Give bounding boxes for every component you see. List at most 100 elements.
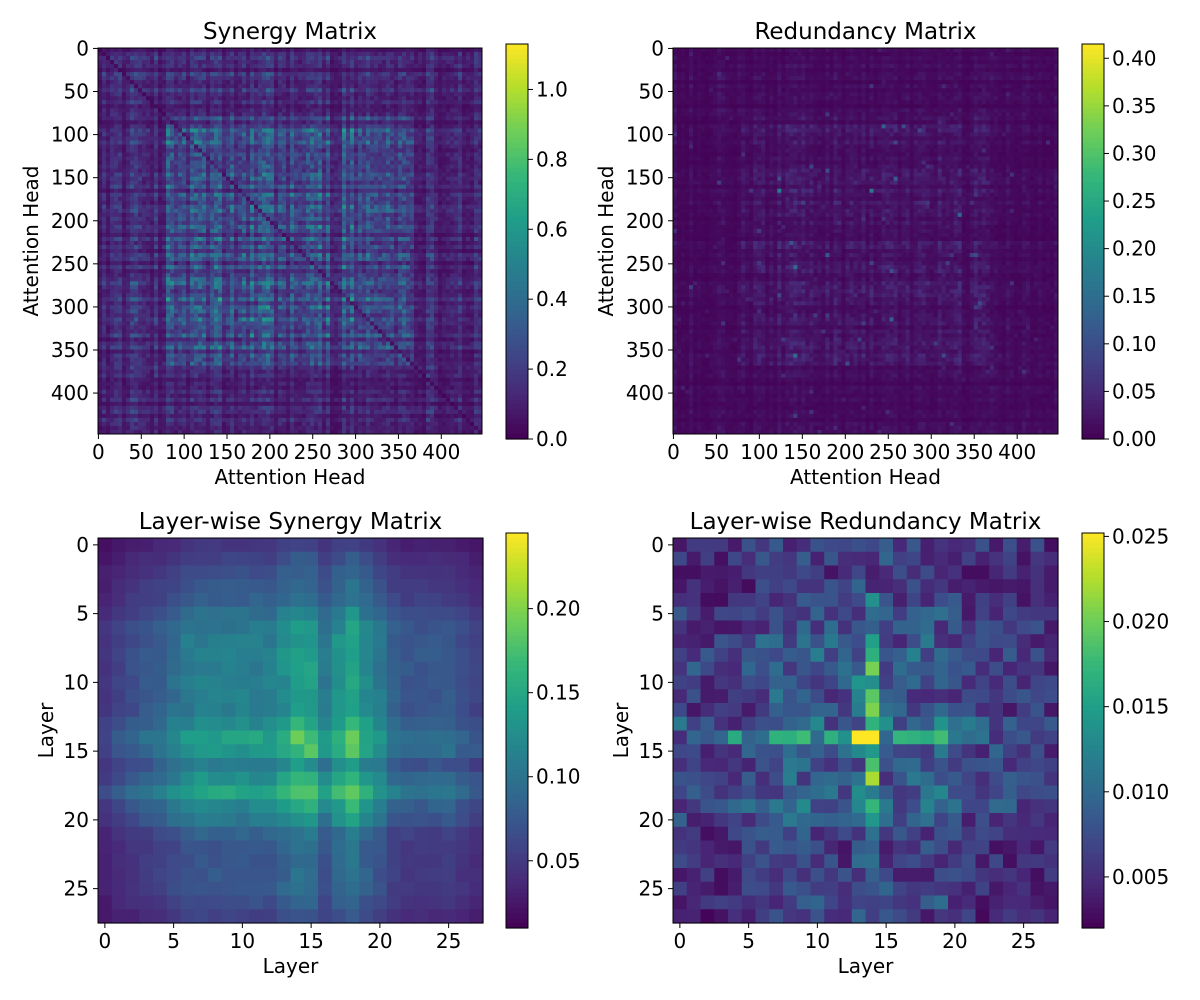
heatmap-cell — [326, 120, 331, 125]
heatmap-cell — [198, 92, 203, 97]
heatmap-cell — [186, 208, 191, 214]
heatmap-cell — [426, 60, 431, 65]
heatmap-cell — [310, 212, 315, 218]
heatmap-cell — [302, 196, 307, 202]
heatmap-cell — [438, 160, 443, 166]
heatmap-cell — [274, 228, 279, 234]
heatmap-cell — [290, 96, 295, 101]
heatmap-cell — [226, 116, 231, 121]
heatmap-cell — [250, 68, 255, 73]
heatmap-cell — [322, 76, 327, 81]
heatmap-cell — [114, 68, 119, 73]
heatmap-cell — [354, 52, 359, 57]
heatmap-cell — [238, 68, 243, 73]
heatmap-cell — [170, 168, 175, 174]
heatmap-cell — [478, 196, 483, 202]
heatmap-cell — [454, 148, 459, 154]
heatmap-cell — [242, 96, 247, 101]
heatmap-cell — [378, 52, 383, 57]
heatmap-cell — [406, 160, 411, 166]
heatmap-cell — [162, 116, 167, 121]
heatmap-cell — [150, 56, 155, 61]
heatmap-cell — [306, 100, 311, 105]
heatmap-cell — [102, 116, 107, 121]
heatmap-cell — [130, 52, 135, 57]
heatmap-cell — [138, 104, 143, 109]
heatmap-cell — [402, 136, 407, 141]
heatmap-cell — [430, 64, 435, 69]
heatmap-cell — [98, 136, 103, 141]
heatmap-cell — [218, 249, 223, 254]
heatmap-cell — [326, 253, 331, 258]
heatmap-cell — [150, 253, 155, 258]
heatmap-cell — [294, 132, 299, 137]
heatmap-cell — [158, 52, 163, 57]
heatmap-cell — [194, 88, 199, 93]
heatmap-cell — [326, 168, 331, 174]
heatmap-cell — [426, 220, 431, 226]
heatmap-cell — [390, 208, 395, 214]
heatmap-cell — [162, 200, 167, 206]
heatmap-cell — [186, 249, 191, 254]
heatmap-cell — [226, 241, 231, 246]
heatmap-cell — [314, 176, 319, 182]
heatmap-cell — [230, 160, 235, 166]
heatmap-cell — [286, 204, 291, 210]
heatmap-cell — [154, 176, 159, 182]
heatmap-cell — [158, 136, 163, 141]
heatmap-cell — [234, 132, 239, 137]
heatmap-cell — [454, 76, 459, 81]
heatmap-cell — [446, 84, 451, 89]
heatmap-cell — [266, 168, 271, 174]
heatmap-cell — [262, 136, 267, 141]
heatmap-cell — [130, 128, 135, 133]
heatmap-cell — [266, 76, 271, 81]
heatmap-cell — [410, 192, 415, 198]
heatmap-cell — [326, 128, 331, 133]
heatmap-cell — [274, 196, 279, 202]
heatmap-cell — [114, 112, 119, 117]
heatmap-cell — [358, 160, 363, 166]
heatmap-cell — [342, 84, 347, 89]
heatmap-cell — [306, 76, 311, 81]
heatmap-cell — [150, 224, 155, 230]
heatmap-cell — [162, 136, 167, 141]
heatmap-cell — [202, 152, 207, 158]
heatmap-cell — [422, 220, 427, 226]
heatmap-cell — [198, 140, 203, 145]
heatmap-cell — [318, 128, 323, 133]
heatmap-cell — [102, 172, 107, 178]
heatmap-cell — [306, 208, 311, 214]
heatmap-cell — [258, 253, 263, 258]
heatmap-cell — [294, 120, 299, 125]
heatmap-cell — [322, 164, 327, 170]
heatmap-cell — [438, 132, 443, 137]
heatmap-cell — [242, 52, 247, 57]
heatmap-cell — [218, 208, 223, 214]
heatmap-cell — [294, 104, 299, 109]
heatmap-cell — [222, 208, 227, 214]
heatmap-cell — [326, 245, 331, 250]
heatmap-cell — [474, 96, 479, 101]
heatmap-cell — [302, 88, 307, 93]
heatmap-cell — [370, 80, 375, 85]
heatmap-cell — [270, 92, 275, 97]
heatmap-cell — [294, 228, 299, 234]
heatmap-cell — [318, 120, 323, 125]
heatmap-cell — [446, 180, 451, 186]
heatmap-cell — [458, 245, 463, 250]
heatmap-cell — [342, 104, 347, 109]
heatmap-cell — [338, 249, 343, 254]
heatmap-cell — [378, 96, 383, 101]
heatmap-cell — [214, 253, 219, 258]
heatmap-cell — [338, 64, 343, 69]
heatmap-cell — [290, 220, 295, 226]
heatmap-cell — [358, 68, 363, 73]
heatmap-cell — [266, 100, 271, 105]
heatmap-cell — [114, 172, 119, 178]
heatmap-cell — [114, 188, 119, 194]
heatmap-cell — [274, 200, 279, 206]
heatmap-cell — [190, 208, 195, 214]
heatmap-cell — [414, 68, 419, 73]
heatmap-cell — [442, 192, 447, 198]
